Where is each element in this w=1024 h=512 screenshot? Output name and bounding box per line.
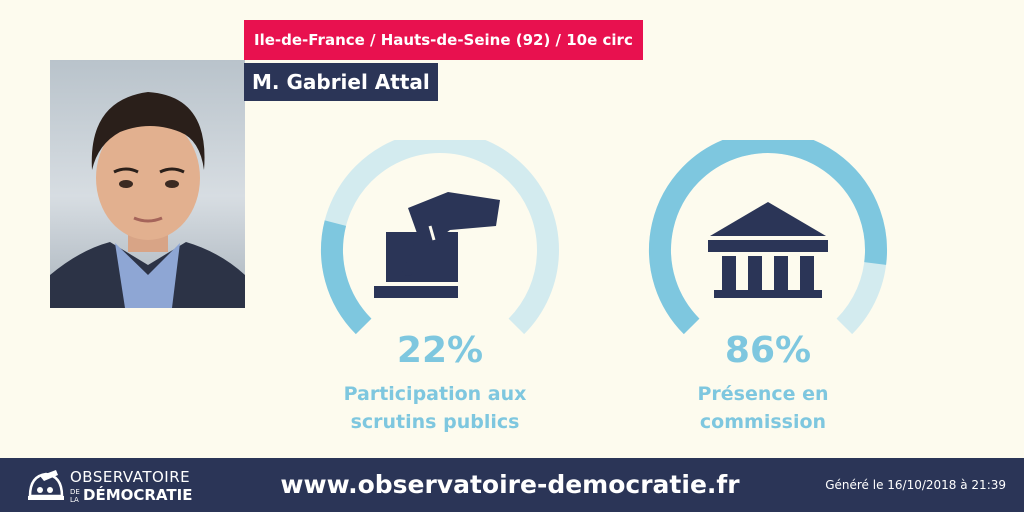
participation-gauge-fill — [321, 220, 372, 335]
ballot-box-icon — [374, 192, 500, 298]
presence-label-line2: commission — [699, 411, 827, 433]
participation-label-line1: Participation aux — [343, 383, 527, 405]
logo-text-bottom: DÉMOCRATIE — [83, 486, 193, 504]
observatoire-logo[interactable]: OBSERVATOIRE DE LA DÉMOCRATIE — [26, 466, 196, 506]
presence-label-line1: Présence en — [697, 383, 829, 405]
presence-gauge — [649, 140, 887, 335]
presence-label: Présence en commission — [633, 380, 893, 436]
footer-bar: OBSERVATOIRE DE LA DÉMOCRATIE www.observ… — [0, 458, 1024, 512]
logo-small-de: DE — [70, 488, 80, 496]
region-tag: Ile-de-France / Hauts-de-Seine (92) / 10… — [244, 20, 643, 60]
deputy-photo — [50, 60, 245, 308]
parliament-building-icon — [708, 202, 828, 298]
logo-text-top: OBSERVATOIRE — [70, 468, 191, 486]
deputy-name: M. Gabriel Attal — [244, 63, 438, 101]
participation-percent: 22% — [396, 330, 484, 371]
participation-gauge — [321, 140, 559, 335]
participation-label: Participation aux scrutins publics — [305, 380, 565, 436]
participation-label-line2: scrutins publics — [350, 411, 520, 433]
presence-percent: 86% — [724, 330, 812, 371]
logo-small-la: LA — [70, 496, 79, 504]
site-url-link[interactable]: www.observatoire-democratie.fr — [280, 470, 740, 499]
observatory-dome-icon — [28, 470, 64, 500]
generated-timestamp: Généré le 16/10/2018 à 21:39 — [825, 478, 1006, 492]
logo-text-small: DE LA — [70, 488, 80, 504]
presence-gauge-fill — [649, 140, 887, 335]
